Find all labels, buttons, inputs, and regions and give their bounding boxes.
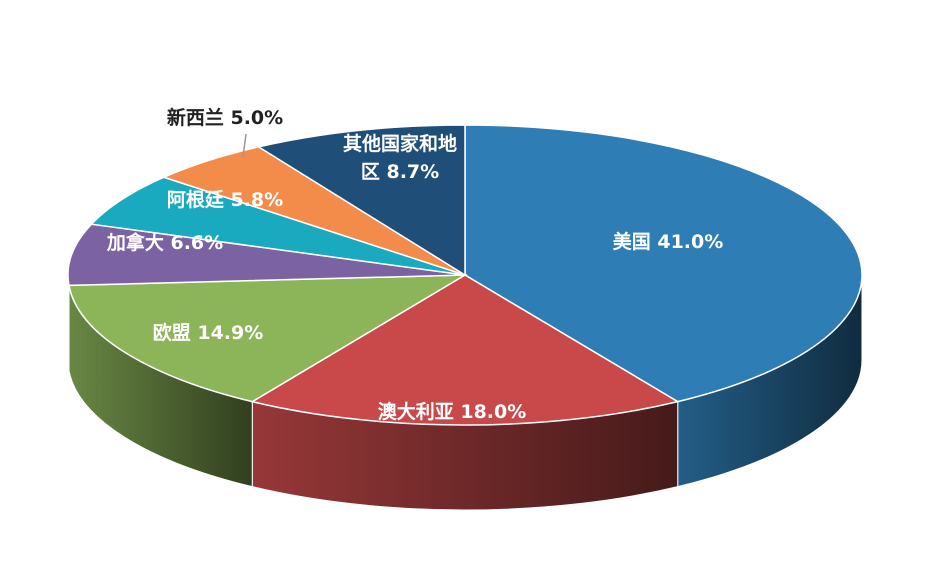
value-label: 18.0% — [460, 401, 527, 423]
category-label: 加拿大 — [106, 232, 164, 254]
value-label: 5.0% — [230, 107, 284, 129]
value-label: 41.0% — [657, 231, 724, 253]
value-label: 8.7% — [386, 161, 440, 183]
data-label: 阿根廷 5.8% — [167, 186, 283, 214]
data-label: 澳大利亚 18.0% — [378, 398, 527, 426]
data-label: 新西兰 5.0% — [167, 104, 283, 132]
slice-side — [67, 274, 70, 371]
category-label: 阿根廷 — [166, 189, 224, 211]
category-label: 其他国家和地区 — [342, 133, 457, 183]
slice — [250, 274, 680, 426]
value-label: 5.8% — [230, 189, 284, 211]
value-label: 6.6% — [170, 232, 224, 254]
category-label: 新西兰 — [166, 107, 224, 129]
slice — [89, 176, 466, 276]
slice — [256, 124, 466, 277]
category-label: 美国 — [612, 231, 651, 253]
value-label: 14.9% — [197, 322, 264, 344]
category-label: 澳大利亚 — [377, 401, 454, 423]
data-label: 美国 41.0% — [613, 228, 724, 256]
data-label: 欧盟 14.9% — [153, 319, 264, 347]
data-label: 其他国家和地区 8.7% — [340, 130, 460, 186]
leader-line — [242, 133, 247, 158]
category-label: 欧盟 — [152, 322, 191, 344]
data-label: 加拿大 6.6% — [107, 229, 223, 257]
slice — [67, 223, 466, 287]
slice — [464, 124, 863, 403]
slice — [68, 274, 468, 403]
